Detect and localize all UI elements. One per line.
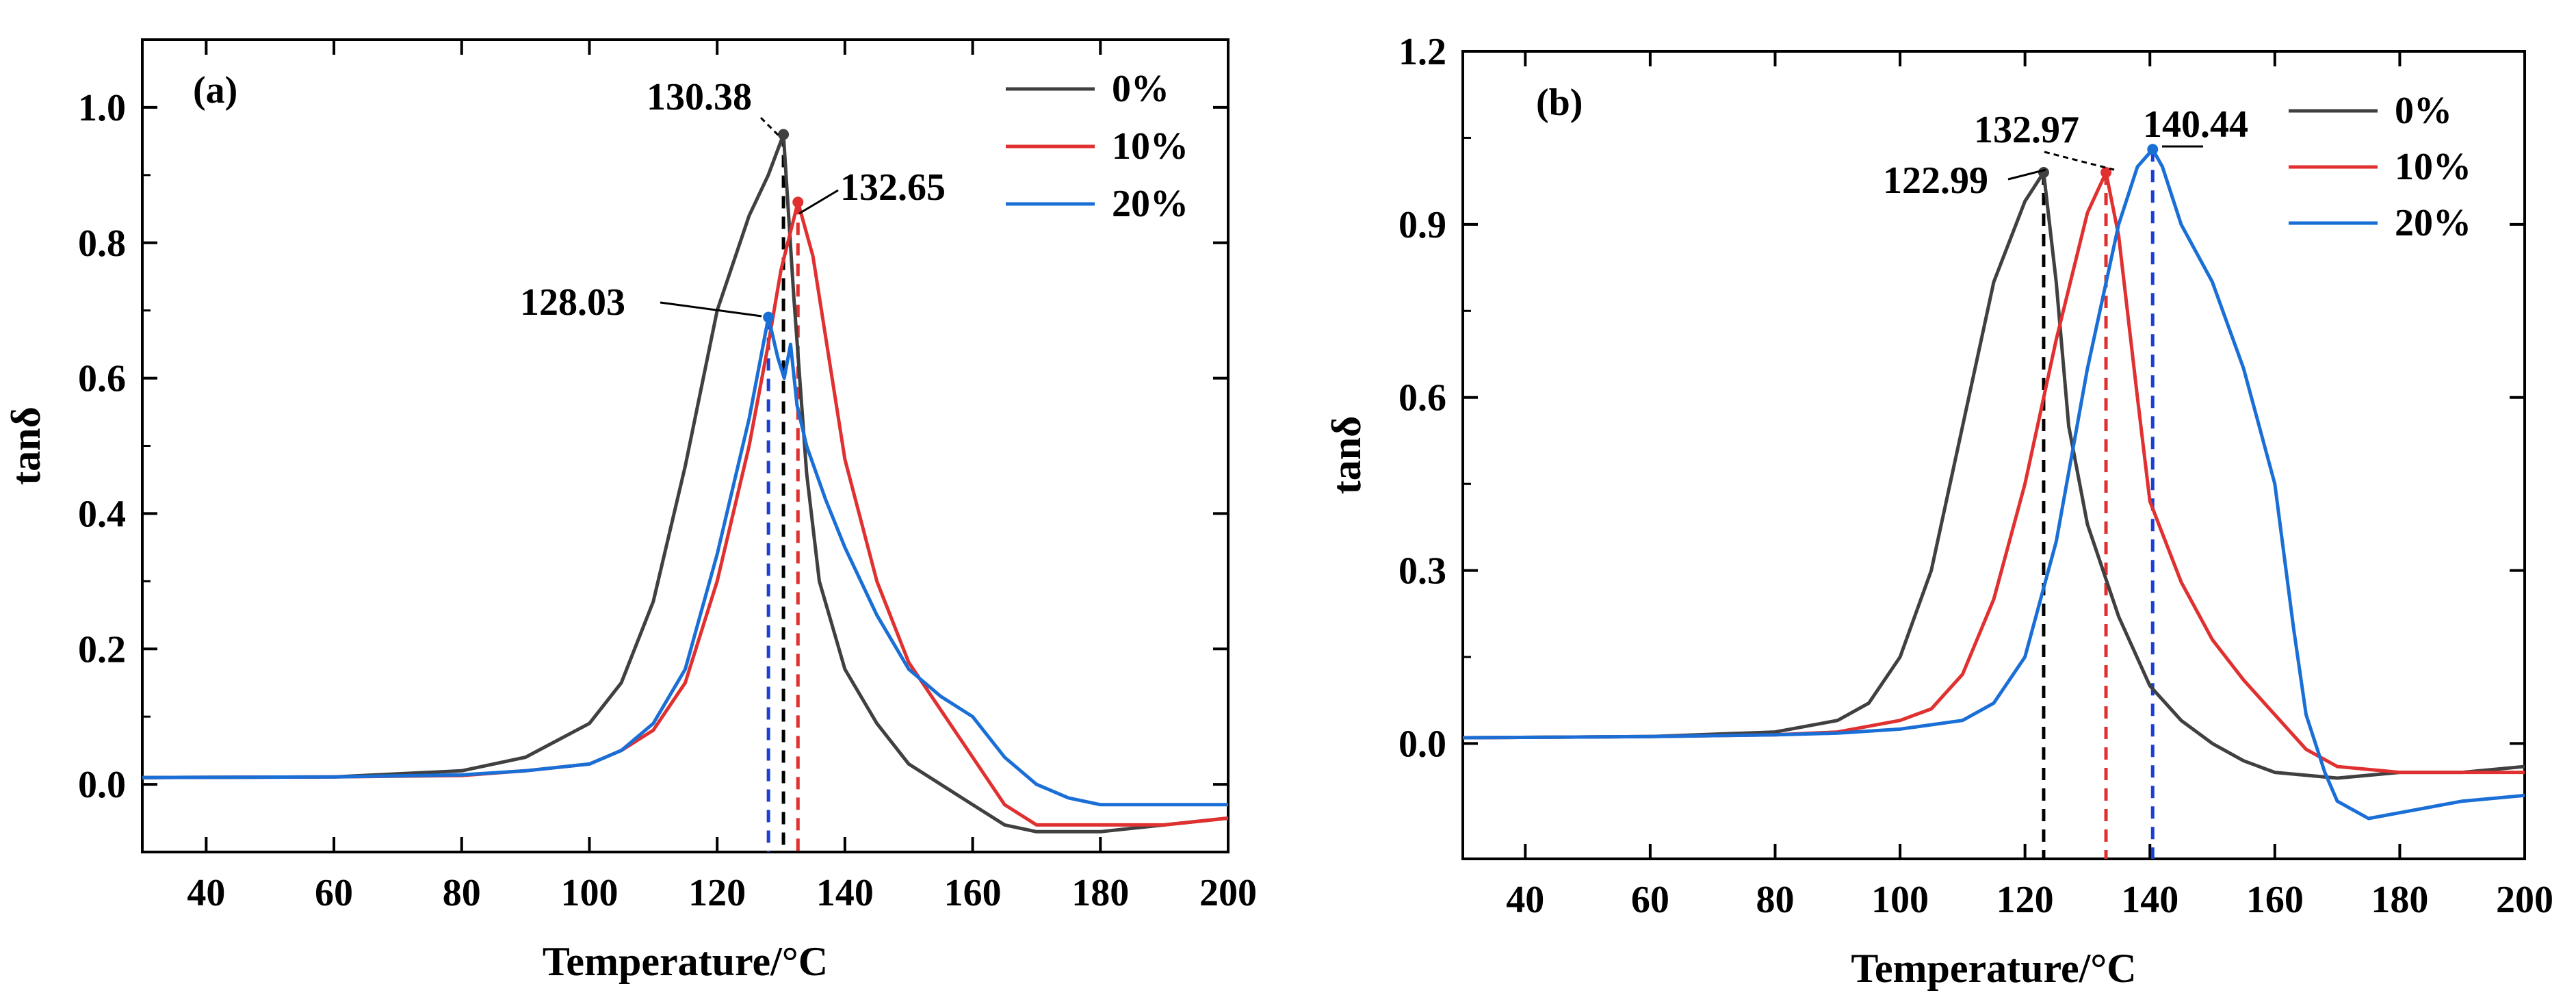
x-tick-label: 120 <box>1996 879 2054 921</box>
annotation-leader <box>2007 168 2046 181</box>
annotation-leader <box>2044 151 2115 171</box>
series-line-0 <box>1463 170 2525 780</box>
x-tick-label: 200 <box>2496 879 2553 921</box>
peak-point <box>2038 167 2049 178</box>
x-tick-label: 140 <box>2121 879 2178 921</box>
y-tick-label: 0.6 <box>78 358 126 400</box>
x-tick-label: 200 <box>1199 872 1257 914</box>
peak-point <box>763 311 775 323</box>
x-tick-label: 60 <box>315 872 353 914</box>
chart-panel-a: 40 60 80 100 120 140 160 180 200 0.0 0.2 0.4 0.6 0.8 1… <box>3 38 1257 984</box>
y-tick-label: 1.0 <box>78 87 126 129</box>
series-line-1 <box>142 200 1228 827</box>
x-tick-label: 40 <box>1506 879 1544 921</box>
x-tick-label: 100 <box>1871 879 1929 921</box>
panel-label: (a) <box>193 69 237 112</box>
x-tick-label: 100 <box>560 872 618 914</box>
series-line-1 <box>1463 170 2525 775</box>
legend-label-1: 10% <box>2395 146 2471 188</box>
x-axis-title: Temperature/°C <box>543 939 828 984</box>
y-tick-label: 0.2 <box>78 628 126 671</box>
y-tick-label: 0.6 <box>1398 377 1446 420</box>
x-tick-label: 160 <box>2246 879 2304 921</box>
annotation-leader <box>798 189 839 215</box>
peak-point <box>792 196 804 208</box>
plot-frame <box>141 38 1230 853</box>
x-tick-label: 180 <box>1071 872 1129 914</box>
peak-point <box>2100 167 2112 178</box>
legend-label-0: 0% <box>2395 90 2452 132</box>
x-tick-label: 80 <box>1756 879 1794 921</box>
y-tick-label: 0.8 <box>78 222 126 265</box>
legend-label-2: 20% <box>2395 202 2471 244</box>
peak-annotation-label: 132.97 <box>1974 109 2079 151</box>
peak-annotation-label: 122.99 <box>1883 159 1988 202</box>
y-tick-label: 0.9 <box>1398 204 1446 246</box>
annotation-leader <box>759 116 780 137</box>
peak-annotation-label: 130.38 <box>647 76 752 118</box>
x-tick-label: 40 <box>187 872 225 914</box>
peak-point <box>2147 144 2159 155</box>
x-tick-label: 80 <box>443 872 481 914</box>
panel-label: (b) <box>1536 81 1583 124</box>
y-axis-title: tanδ <box>1324 416 1369 495</box>
y-tick-label: 0.4 <box>78 493 126 535</box>
x-tick-label: 60 <box>1631 879 1669 921</box>
plot-frame <box>1461 50 2526 860</box>
peak-annotation-label: 128.03 <box>520 281 625 324</box>
y-tick-label: 0.3 <box>1398 550 1446 593</box>
x-axis-title: Temperature/°C <box>1851 946 2136 991</box>
annotation-leader <box>660 301 762 318</box>
series-line-2 <box>1463 147 2525 821</box>
x-tick-label: 140 <box>816 872 874 914</box>
legend-label-2: 20% <box>1112 183 1188 225</box>
y-tick-label: 1.2 <box>1398 31 1446 73</box>
x-tick-label: 180 <box>2371 879 2428 921</box>
series-line-0 <box>142 133 1228 834</box>
peak-annotation-label: 140.44 <box>2143 103 2248 146</box>
chart-panel-b: 40 60 80 100 120 140 160 180 200 0.0 0.3 0.6 0.9 1.2 T… <box>1324 31 2553 991</box>
y-tick-label: 0.0 <box>1398 723 1446 765</box>
legend-label-0: 0% <box>1112 68 1169 110</box>
legend-label-1: 10% <box>1112 125 1188 168</box>
peak-point <box>778 129 790 140</box>
y-tick-label: 0.0 <box>78 764 126 806</box>
x-tick-label: 120 <box>688 872 746 914</box>
series-line-2 <box>142 315 1228 807</box>
x-tick-label: 160 <box>944 872 1002 914</box>
peak-annotation-label: 132.65 <box>840 166 946 209</box>
y-axis-title: tanδ <box>3 407 49 485</box>
